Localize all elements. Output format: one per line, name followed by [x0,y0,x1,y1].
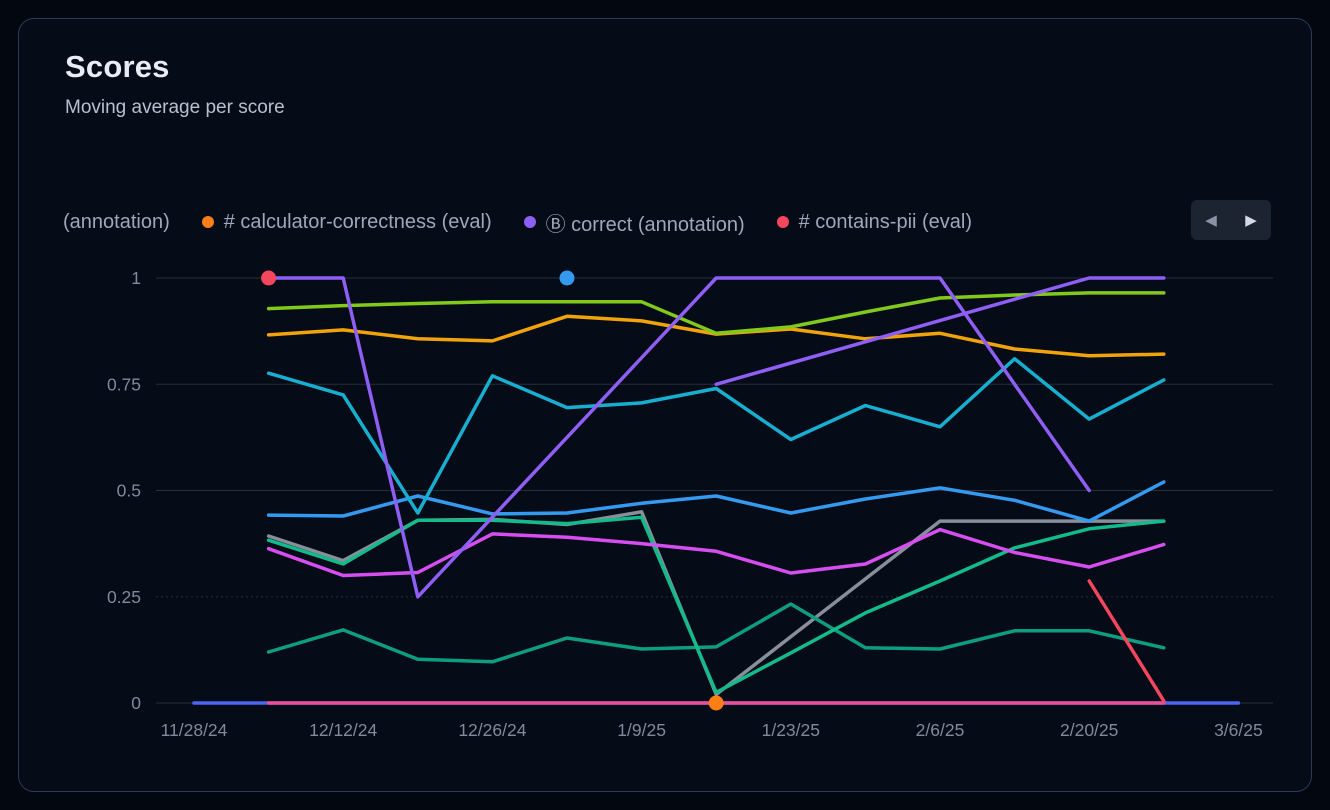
legend-prev-button[interactable]: ◀ [1193,202,1229,238]
scores-card: Scores Moving average per score (annotat… [18,18,1312,792]
x-axis-tick-label: 3/6/25 [1214,720,1263,740]
legend-next-button[interactable]: ▶ [1233,202,1269,238]
x-axis-tick-label: 1/9/25 [617,720,666,740]
blue-point-marker [559,270,575,286]
x-axis-tick-label: 11/28/24 [161,720,228,740]
red-point-marker [261,270,277,286]
legend-dot-violet [523,216,536,228]
chevron-right-icon: ▶ [1245,212,1257,229]
legend-item-label: # contains-pii (eval) [798,210,973,233]
x-axis-tick-label: 2/20/25 [1060,720,1118,740]
chart-legend: (annotation) # calculator-correctness (e… [63,201,1181,243]
red-line [1087,579,1166,703]
legend-item-correct[interactable]: Ⓑ correct (annotation) [523,208,745,237]
x-axis-tick-label: 1/23/25 [762,720,820,740]
page-subtitle: Moving average per score [65,97,285,118]
legend-dot-orange [201,216,214,228]
cyan-line [266,357,1166,515]
teal-line [266,602,1166,664]
page-title: Scores [65,49,170,84]
y-axis-tick-label: 0.25 [107,587,141,607]
legend-item-contains-pii[interactable]: # contains-pii (eval) [776,210,973,234]
lime-line [266,291,1166,336]
x-axis-tick-label: 2/6/25 [916,720,965,740]
legend-item-calculator-correctness[interactable]: # calculator-correctness (eval) [201,210,492,234]
scores-line-chart: 0 0.25 0.5 0.75 1 11/28/24 12/12/24 12/26/24 1/9… [107,268,1273,740]
violet-b-line [714,276,1166,387]
legend-item-label: # calculator-correctness (eval) [223,210,492,233]
legend-dot-red [776,216,789,228]
green-line [266,515,1166,695]
legend-item-label: (annotation) [63,210,170,233]
y-axis-tick-label: 0 [131,693,141,713]
y-axis-tick-label: 0.75 [107,374,141,394]
x-axis-tick-label: 12/26/24 [458,720,526,740]
chevron-left-icon: ◀ [1205,212,1217,229]
x-axis-tick-label: 12/12/24 [309,720,377,740]
legend-item-annotation[interactable]: (annotation) [63,211,170,234]
y-axis-tick-label: 1 [131,268,141,288]
magenta-line [266,527,1166,578]
card-header: Scores Moving average per score [19,19,1311,119]
orange-point-marker [708,695,724,711]
legend-item-label: Ⓑ correct (annotation) [545,213,745,236]
legend-pager: ◀ ▶ [1191,200,1271,240]
blue-line [266,480,1166,523]
y-axis-tick-label: 0.5 [117,481,141,501]
amber-line [266,314,1166,358]
